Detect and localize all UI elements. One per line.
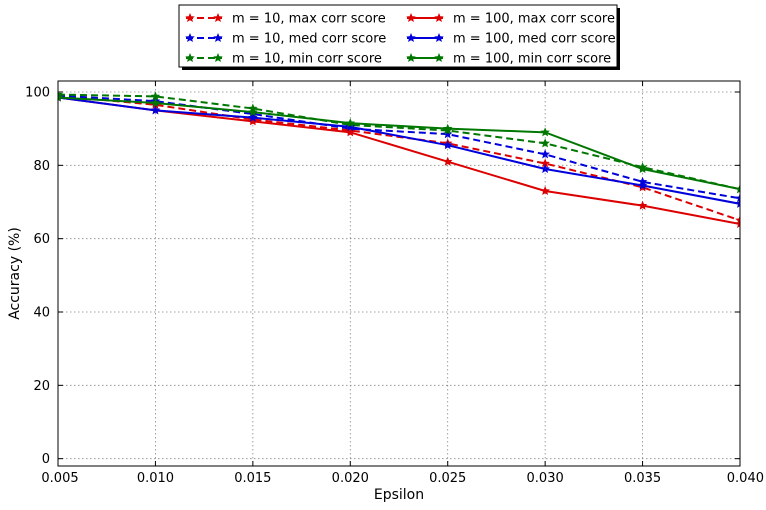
data-point [637, 164, 648, 174]
y-axis-label: Accuracy (%) [7, 227, 23, 320]
data-point [735, 219, 740, 229]
y-tick-label: 0 [42, 452, 50, 467]
x-tick-label: 0.015 [234, 471, 271, 486]
legend-label: m = 10, med corr score [232, 32, 386, 47]
legend-marker [406, 33, 416, 43]
legend-marker [406, 53, 416, 63]
series-line [58, 93, 740, 191]
legend-box [178, 4, 618, 68]
legend-marker [434, 33, 444, 43]
data-point [735, 198, 740, 208]
data-point [540, 164, 550, 174]
x-tick-label: 0.005 [41, 471, 78, 486]
legend-marker [213, 33, 223, 43]
series-5 [58, 92, 740, 208]
legend-marker [185, 13, 195, 23]
legend-marker [213, 13, 223, 23]
series-line [58, 94, 740, 222]
series-line [58, 96, 740, 205]
data-point [442, 156, 453, 166]
series-6 [58, 92, 740, 194]
legend-label: m = 10, max corr score [232, 12, 386, 27]
data-point [637, 200, 648, 210]
legend-marker [185, 33, 195, 43]
legend-label: m = 10, min corr score [232, 52, 382, 67]
data-point [540, 149, 550, 159]
data-point [150, 98, 161, 108]
series-line [58, 94, 740, 200]
legend-label: m = 100, max corr score [453, 12, 615, 27]
legend-marker [434, 13, 444, 23]
data-point [248, 112, 258, 122]
data-point [442, 140, 453, 150]
data-point [345, 118, 356, 128]
y-tick-label: 20 [33, 379, 50, 394]
legend-label: m = 100, med corr score [453, 32, 616, 47]
legend-label: m = 100, min corr score [453, 52, 611, 67]
data-point [540, 138, 550, 148]
legend-marker [434, 53, 444, 63]
data-point [442, 123, 453, 133]
y-tick-label: 40 [33, 306, 50, 321]
plot-frame [57, 80, 741, 467]
y-tick-label: 80 [33, 159, 50, 174]
data-point [735, 193, 740, 203]
grid-lines [57, 81, 741, 466]
legend-marker [185, 53, 195, 63]
x-tick-label: 0.030 [527, 471, 564, 486]
y-tick-label: 100 [25, 86, 50, 101]
x-tick-label: 0.040 [727, 471, 764, 486]
legend-marker [213, 53, 223, 63]
data-point [150, 105, 161, 115]
y-tick-label: 60 [33, 232, 50, 247]
data-point [345, 121, 356, 131]
x-tick-label: 0.025 [429, 471, 466, 486]
x-tick-label: 0.035 [624, 471, 661, 486]
data-point [442, 129, 453, 139]
data-point [248, 107, 258, 117]
legend: m = 10, max corr score m = 10, med corr s… [178, 4, 620, 70]
data-point [540, 127, 550, 137]
legend-marker [406, 13, 416, 23]
data-point [540, 186, 550, 196]
data-point [637, 180, 648, 190]
x-tick-label: 0.020 [332, 471, 369, 486]
x-tick-label: 0.010 [137, 471, 174, 486]
data-point [345, 127, 356, 137]
series-line [58, 96, 740, 225]
x-axis-label: Epsilon [374, 487, 424, 503]
data-point [58, 92, 63, 102]
series-line [58, 96, 740, 191]
data-point [248, 116, 258, 126]
data-point [735, 184, 740, 194]
